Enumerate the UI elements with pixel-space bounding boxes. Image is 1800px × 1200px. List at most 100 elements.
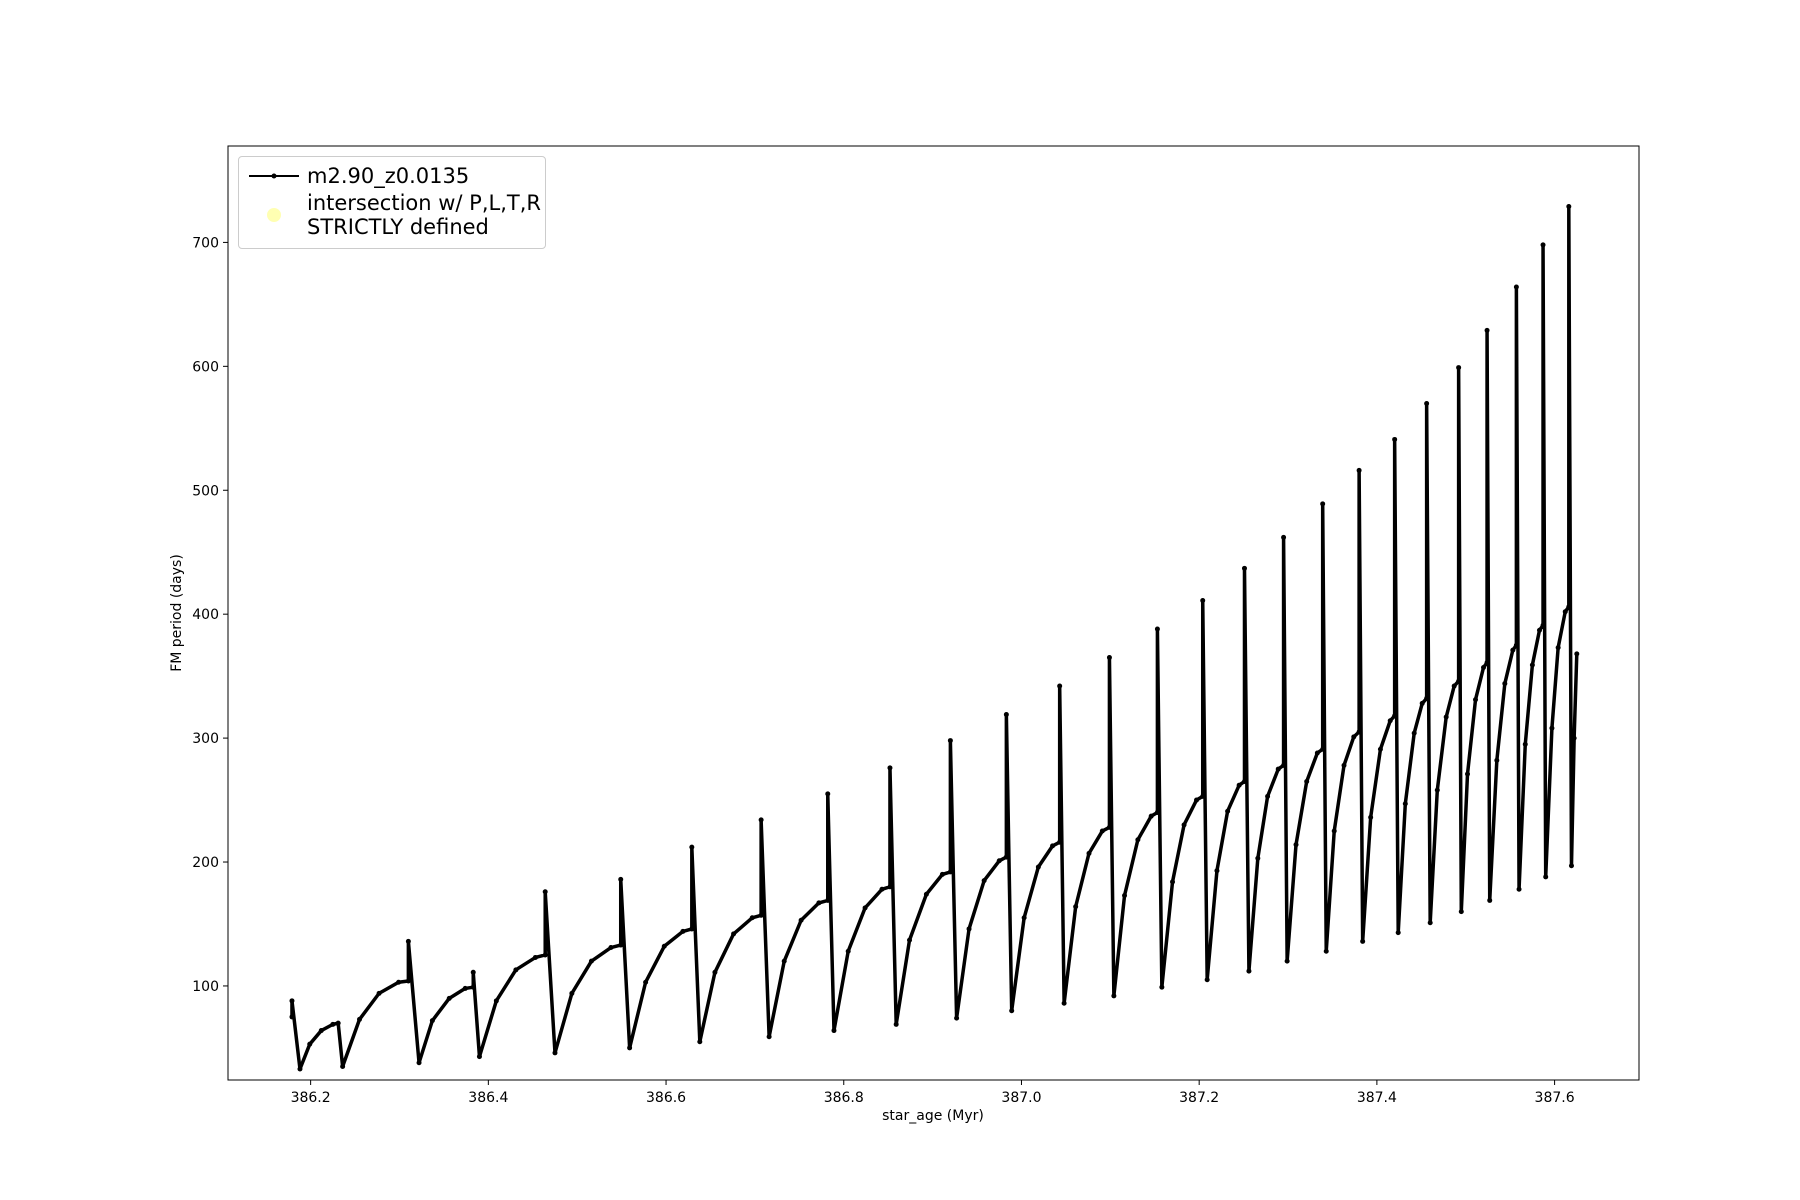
data-point <box>1148 813 1154 819</box>
data-point <box>1050 843 1056 849</box>
data-point <box>627 1045 633 1051</box>
data-point <box>1536 627 1542 633</box>
data-point <box>416 1060 422 1066</box>
data-point <box>697 1039 703 1045</box>
data-point <box>887 765 893 771</box>
data-point <box>1513 284 1519 290</box>
data-point <box>1392 436 1398 442</box>
data-point <box>1111 993 1117 999</box>
data-point <box>335 1020 341 1026</box>
data-point <box>1424 401 1430 407</box>
legend-marker <box>267 208 281 222</box>
data-point <box>643 979 649 985</box>
data-point <box>1377 746 1383 752</box>
data-point <box>1443 714 1449 720</box>
data-point <box>376 990 382 996</box>
data-point <box>1566 604 1572 610</box>
x-tick-label: 386.8 <box>824 1090 864 1106</box>
data-point <box>1320 746 1326 752</box>
data-point <box>1387 718 1393 724</box>
data-point <box>1135 837 1141 843</box>
data-point <box>1241 565 1247 571</box>
data-point <box>1320 501 1326 507</box>
data-point <box>689 844 695 850</box>
data-line <box>290 204 1579 1071</box>
data-point <box>1356 729 1362 735</box>
legend-marker <box>271 173 277 179</box>
data-point <box>608 945 614 951</box>
data-point <box>552 1050 558 1056</box>
data-point <box>542 889 548 895</box>
data-point <box>1281 762 1287 768</box>
data-point <box>1170 879 1176 885</box>
data-point <box>680 928 686 934</box>
data-point <box>1154 809 1160 815</box>
data-point <box>1434 787 1440 793</box>
x-tick-label: 387.4 <box>1357 1090 1397 1106</box>
data-point <box>781 958 787 964</box>
y-tick-label: 400 <box>192 607 219 623</box>
data-point <box>825 897 831 903</box>
data-point <box>1246 968 1252 974</box>
data-point <box>1402 801 1408 807</box>
y-tick-label: 100 <box>192 979 219 995</box>
y-tick-label: 200 <box>192 855 219 871</box>
data-point <box>1200 793 1206 799</box>
data-point <box>816 900 822 906</box>
x-tick-label: 386.4 <box>468 1090 508 1106</box>
data-point <box>947 869 953 875</box>
data-point <box>1284 958 1290 964</box>
data-point <box>1566 203 1572 209</box>
data-point <box>981 878 987 884</box>
data-point <box>661 943 667 949</box>
data-point <box>1323 948 1329 954</box>
data-point <box>1451 683 1457 689</box>
y-tick-label: 600 <box>192 359 219 375</box>
data-point <box>1181 822 1187 828</box>
data-point <box>758 912 764 918</box>
data-point <box>1395 930 1401 936</box>
data-point <box>1555 645 1561 651</box>
data-point <box>1341 762 1347 768</box>
data-point <box>396 979 402 985</box>
data-point <box>1368 814 1374 820</box>
data-point <box>542 952 548 958</box>
data-point <box>618 876 624 882</box>
data-point <box>1562 609 1568 615</box>
data-point <box>1484 327 1490 333</box>
data-point <box>749 915 755 921</box>
data-point <box>1159 984 1165 990</box>
data-point <box>493 998 499 1004</box>
data-point <box>907 937 913 943</box>
data-point <box>429 1018 435 1024</box>
data-point <box>966 926 972 932</box>
data-point <box>476 1054 482 1060</box>
data-point <box>1427 920 1433 926</box>
legend: m2.90_z0.0135 intersection w/ P,L,T,R STR… <box>238 156 546 249</box>
data-point <box>1057 839 1063 845</box>
data-point <box>470 969 476 975</box>
data-point <box>1106 824 1112 830</box>
data-point <box>1003 712 1009 718</box>
data-point <box>513 967 519 973</box>
data-point <box>954 1015 960 1021</box>
data-point <box>1099 828 1105 834</box>
data-point <box>307 1041 313 1047</box>
data-point <box>297 1066 303 1072</box>
data-point <box>1484 660 1490 666</box>
legend-entry: intersection w/ P,L,T,R STRICTLY defined <box>239 191 545 239</box>
data-point <box>1241 778 1247 784</box>
data-point <box>893 1021 899 1027</box>
data-point <box>1086 850 1092 856</box>
data-point <box>1481 664 1487 670</box>
data-point <box>798 917 804 923</box>
data-point <box>1549 725 1555 731</box>
y-tick-label: 700 <box>192 235 219 251</box>
data-point <box>1360 938 1366 944</box>
data-point <box>1419 700 1425 706</box>
data-point <box>462 985 468 991</box>
data-point <box>1568 863 1574 869</box>
data-point <box>588 958 594 964</box>
data-point <box>845 948 851 954</box>
